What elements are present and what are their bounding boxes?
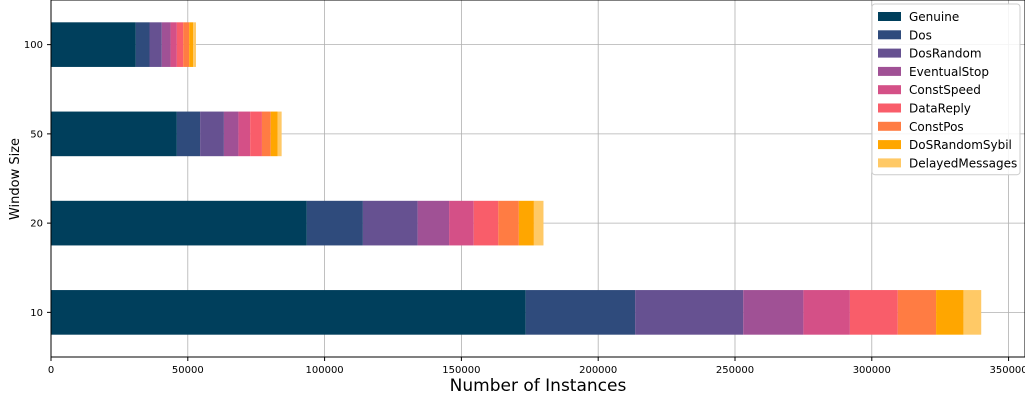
legend-label: DataReply xyxy=(909,102,971,116)
x-tick-label: 50000 xyxy=(172,365,204,376)
legend-swatch xyxy=(878,30,901,40)
x-tick-label: 0 xyxy=(48,365,54,376)
legend-swatch xyxy=(878,12,901,21)
bar-dosrandom-20 xyxy=(362,200,418,246)
bar-genuine-100 xyxy=(51,22,136,67)
bar-dosrandom-50 xyxy=(200,111,224,157)
bar-constpos-10 xyxy=(897,290,937,335)
bar-delayedmessages-20 xyxy=(533,200,544,246)
y-tick-label: 10 xyxy=(30,308,43,319)
y-axis-label: Window Size xyxy=(8,138,23,220)
bar-dos-100 xyxy=(135,22,150,67)
legend-label: Dos xyxy=(909,28,932,42)
plot-frame xyxy=(50,0,1025,358)
bar-dosrandomsybil-100 xyxy=(189,22,194,67)
legend-box xyxy=(871,3,1021,176)
legend-label: Genuine xyxy=(909,10,959,24)
bar-constspeed-50 xyxy=(238,111,251,157)
legend-label: ConstSpeed xyxy=(909,83,981,97)
x-axis-label: Number of Instances xyxy=(450,376,627,396)
x-ticks: 0 50000 100000 150000 200000 250000 300000 3500… xyxy=(48,357,1025,376)
bar-constpos-100 xyxy=(183,22,190,67)
x-tick-label: 300000 xyxy=(853,365,891,376)
bars xyxy=(51,22,982,335)
x-tick-label: 200000 xyxy=(579,365,617,376)
bar-delayedmessages-100 xyxy=(193,22,197,67)
y-tick-label: 50 xyxy=(30,129,43,140)
bar-dos-50 xyxy=(176,111,201,157)
legend: Genuine Dos DosRandom EventualStop ConstSpee… xyxy=(871,3,1021,176)
bar-constspeed-100 xyxy=(170,22,177,67)
legend-label: DosRandom xyxy=(909,47,982,61)
bar-delayedmessages-10 xyxy=(963,290,982,335)
bar-eventualstop-20 xyxy=(417,200,450,246)
bar-dosrandom-100 xyxy=(149,22,162,67)
y-tick-label: 100 xyxy=(24,40,43,51)
legend-swatch xyxy=(878,66,901,76)
x-tick-label: 250000 xyxy=(716,365,754,376)
bar-dosrandom-10 xyxy=(635,290,744,335)
bar-constspeed-10 xyxy=(803,290,850,335)
bar-delayedmessages-50 xyxy=(277,111,282,157)
legend-swatch xyxy=(878,48,901,58)
bar-dosrandomsybil-10 xyxy=(936,290,964,335)
bar-constpos-50 xyxy=(261,111,271,157)
bar-constspeed-20 xyxy=(449,200,474,246)
bar-eventualstop-10 xyxy=(743,290,804,335)
legend-label: ConstPos xyxy=(909,120,964,134)
bar-genuine-10 xyxy=(51,290,526,335)
bar-dosrandomsybil-50 xyxy=(270,111,278,157)
bar-genuine-20 xyxy=(51,200,307,246)
bar-eventualstop-100 xyxy=(161,22,171,67)
legend-swatch xyxy=(878,103,901,113)
legend-swatch xyxy=(878,85,901,95)
bar-dosrandomsybil-20 xyxy=(518,200,534,246)
bar-dos-10 xyxy=(525,290,636,335)
bar-datareply-20 xyxy=(473,200,499,246)
x-tick-label: 350000 xyxy=(989,365,1025,376)
x-tick-label: 150000 xyxy=(442,365,480,376)
y-ticks: 10 20 50 100 xyxy=(24,40,51,319)
y-tick-label: 20 xyxy=(30,219,43,230)
bar-eventualstop-50 xyxy=(223,111,239,157)
bar-genuine-50 xyxy=(51,111,177,157)
bar-dos-20 xyxy=(306,200,363,246)
bar-datareply-100 xyxy=(176,22,184,67)
bar-datareply-50 xyxy=(250,111,262,157)
legend-label: EventualStop xyxy=(909,65,989,79)
x-tick-label: 100000 xyxy=(306,365,344,376)
legend-swatch xyxy=(878,158,901,168)
legend-label: DelayedMessages xyxy=(909,156,1017,170)
bar-constpos-20 xyxy=(498,200,519,246)
legend-label: DoSRandomSybil xyxy=(909,138,1012,152)
legend-swatch xyxy=(878,121,901,131)
bar-datareply-10 xyxy=(849,290,898,335)
legend-swatch xyxy=(878,140,901,150)
